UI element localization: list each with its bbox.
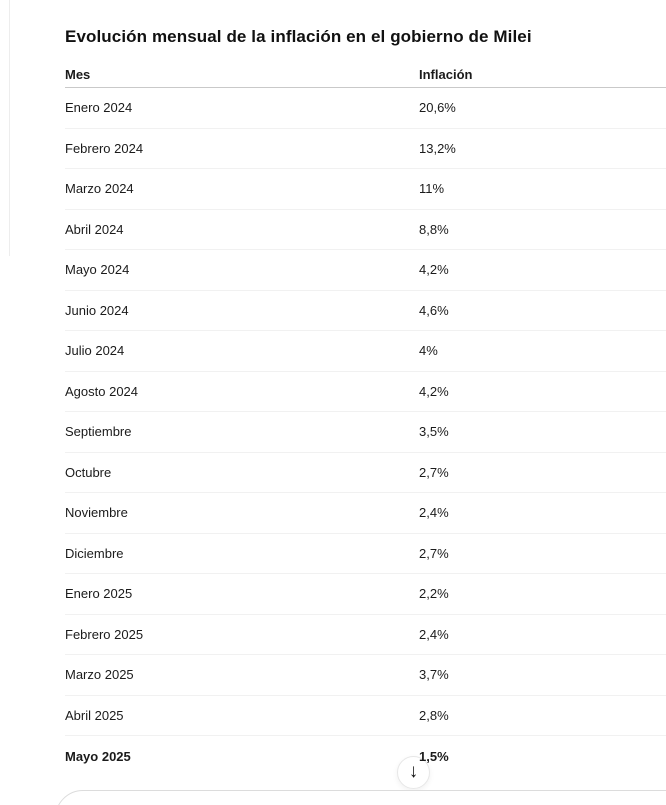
column-header-inflacion: Inflación — [419, 67, 473, 82]
table-row: Enero 2024 20,6% — [65, 88, 666, 129]
pane-divider — [9, 0, 10, 256]
table-row: Marzo 2025 3,7% — [65, 655, 666, 696]
table-row: Abril 2024 8,8% — [65, 210, 666, 250]
table-row: Abril 2025 2,8% — [65, 696, 666, 736]
month-cell: Marzo 2024 — [65, 181, 134, 197]
table-row: Febrero 2025 2,4% — [65, 615, 666, 655]
table-row: Junio 2024 4,6% — [65, 291, 666, 331]
inflation-cell: 2,2% — [419, 586, 449, 602]
month-cell: Diciembre — [65, 545, 124, 561]
page-title: Evolución mensual de la inflación en el … — [65, 27, 532, 46]
chat-input-box[interactable] — [55, 790, 666, 805]
table-header-row: Mes Inflación — [65, 62, 666, 88]
scroll-to-bottom-button[interactable]: ↓ — [397, 756, 430, 789]
inflation-cell: 2,4% — [419, 505, 449, 521]
table-row: Marzo 2024 11% — [65, 169, 666, 210]
inflation-cell: 4% — [419, 343, 438, 359]
inflation-cell: 20,6% — [419, 100, 456, 116]
month-cell: Marzo 2025 — [65, 667, 134, 683]
month-cell: Octubre — [65, 464, 112, 480]
inflation-table: Mes Inflación Enero 2024 20,6% Febrero 2… — [65, 62, 666, 777]
table-row: Agosto 2024 4,2% — [65, 372, 666, 412]
table-row: Diciembre 2,7% — [65, 534, 666, 574]
month-cell: Enero 2025 — [65, 586, 133, 602]
month-cell: Febrero 2024 — [65, 140, 144, 156]
inflation-cell: 3,5% — [419, 424, 449, 440]
table-row: Octubre 2,7% — [65, 453, 666, 493]
inflation-cell: 4,2% — [419, 262, 449, 278]
month-cell: Agosto 2024 — [65, 383, 139, 399]
month-cell: Mayo 2024 — [65, 262, 130, 278]
inflation-cell: 2,8% — [419, 707, 449, 723]
month-cell: Febrero 2025 — [65, 626, 144, 642]
month-cell: Julio 2024 — [65, 343, 125, 359]
column-header-mes: Mes — [65, 67, 91, 82]
inflation-cell: 4,6% — [419, 302, 449, 318]
inflation-cell: 8,8% — [419, 221, 449, 237]
inflation-cell: 13,2% — [419, 140, 456, 156]
table-row: Septiembre 3,5% — [65, 412, 666, 453]
inflation-cell: 3,7% — [419, 667, 449, 683]
table-row: Mayo 2024 4,2% — [65, 250, 666, 291]
inflation-cell: 2,4% — [419, 626, 449, 642]
month-cell: Enero 2024 — [65, 100, 133, 116]
month-cell: Septiembre — [65, 424, 132, 440]
arrow-down-icon: ↓ — [408, 761, 419, 782]
inflation-cell: 11% — [419, 181, 445, 197]
table-row: Julio 2024 4% — [65, 331, 666, 372]
month-cell: Abril 2024 — [65, 221, 124, 237]
table-row: Enero 2025 2,2% — [65, 574, 666, 615]
inflation-cell: 4,2% — [419, 383, 449, 399]
table-row: Noviembre 2,4% — [65, 493, 666, 534]
table-row: Febrero 2024 13,2% — [65, 129, 666, 169]
inflation-cell: 2,7% — [419, 545, 449, 561]
month-cell: Noviembre — [65, 505, 128, 521]
month-cell: Junio 2024 — [65, 302, 129, 318]
table-row-current: Mayo 2025 1,5% — [65, 736, 666, 777]
inflation-cell: 2,7% — [419, 464, 449, 480]
inflation-cell: 1,5% — [419, 748, 449, 764]
month-cell: Mayo 2025 — [65, 748, 131, 764]
month-cell: Abril 2025 — [65, 707, 124, 723]
